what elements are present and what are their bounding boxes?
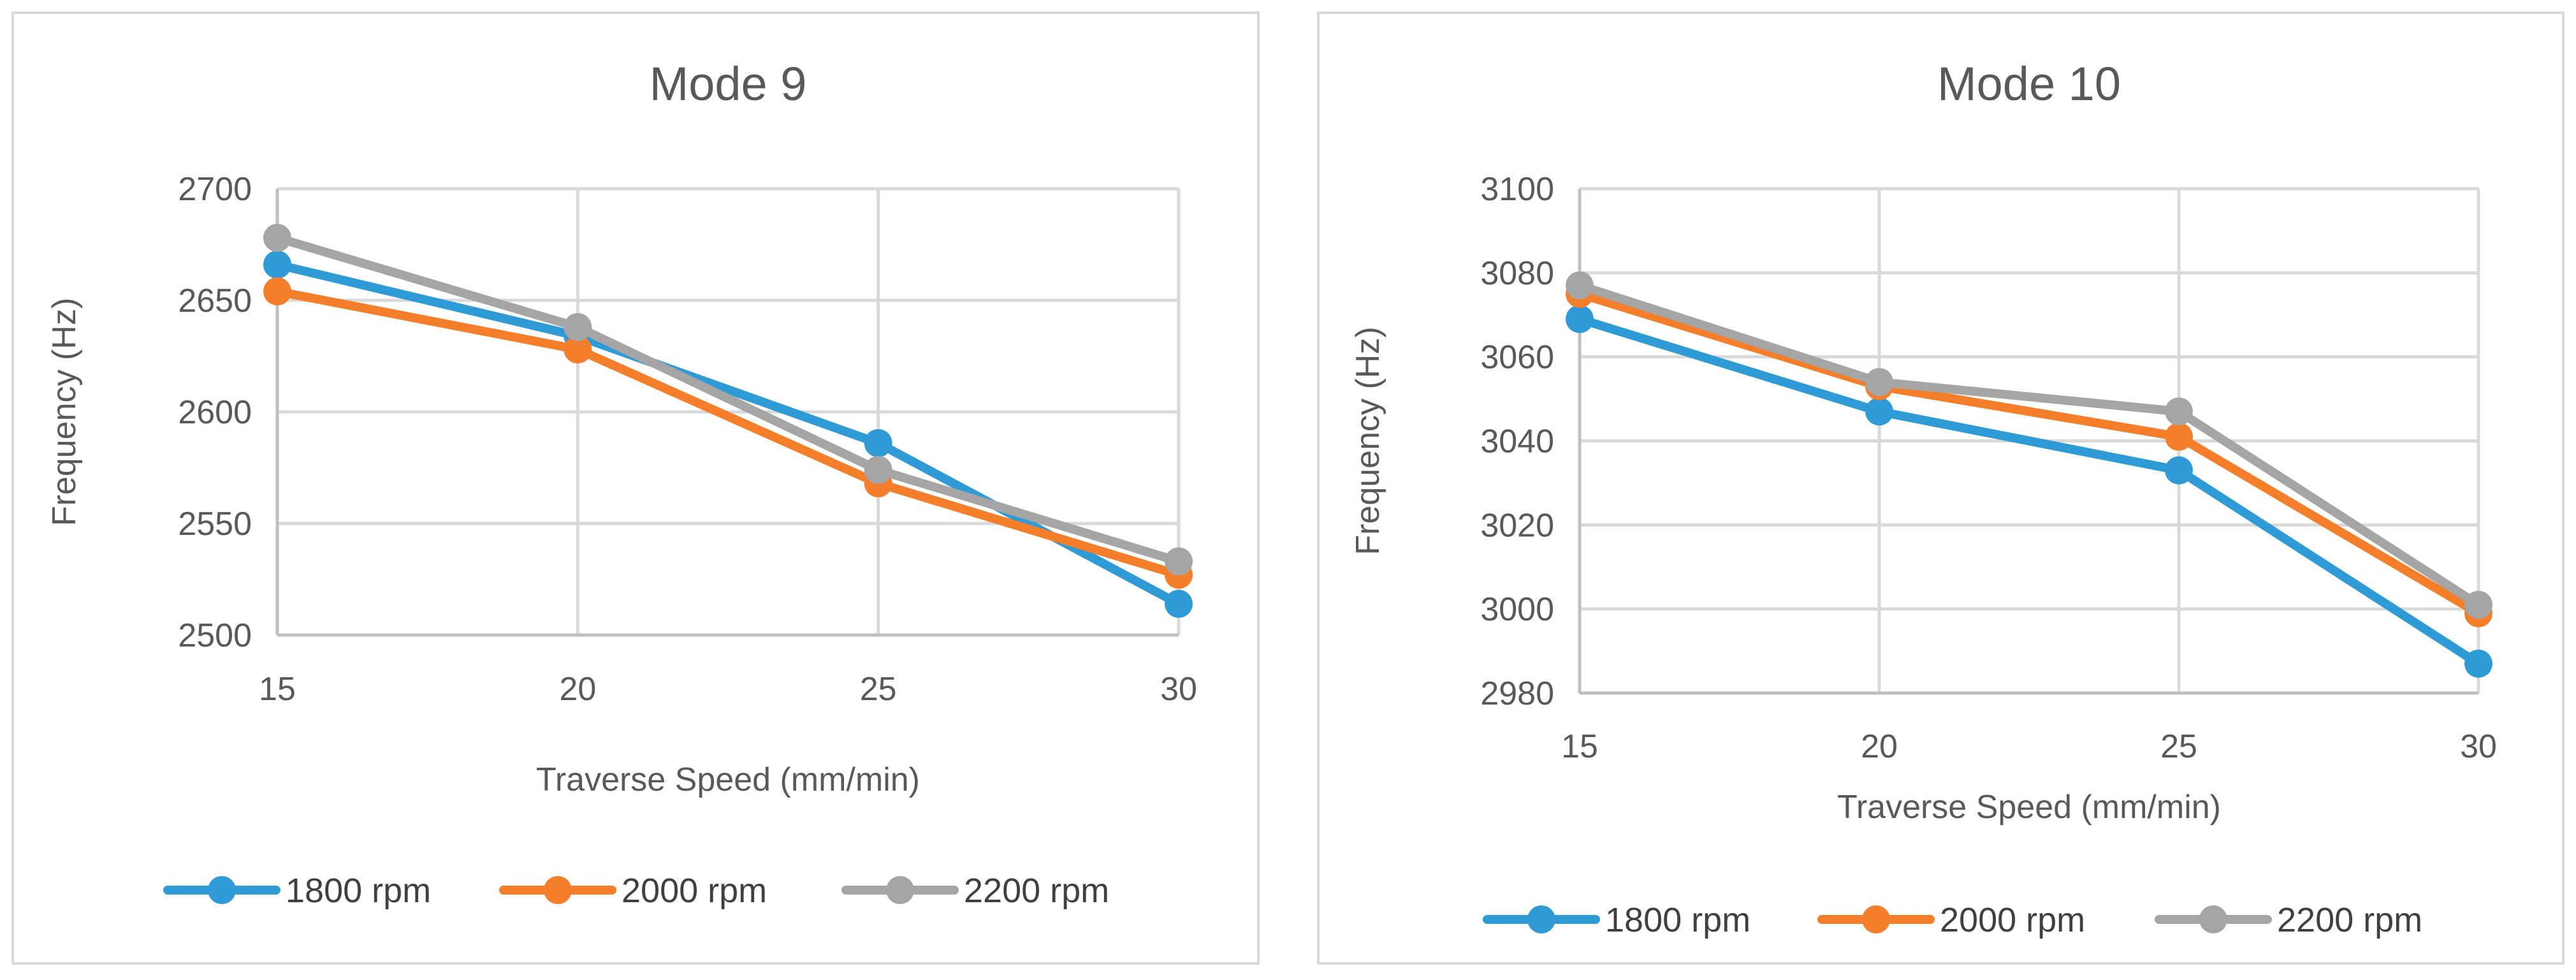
chart-panel-mode-9 xyxy=(11,11,1260,965)
series-line-1800-rpm xyxy=(1575,314,2483,668)
data-point-2200-rpm xyxy=(2464,590,2492,619)
data-point-1800-rpm xyxy=(2464,649,2492,678)
x-tick-label: 30 xyxy=(1160,671,1197,708)
series-line-2200-rpm xyxy=(1575,281,2483,610)
legend-label-1800-rpm: 1800 rpm xyxy=(286,872,431,910)
y-tick-label: 2500 xyxy=(178,617,252,654)
series-line-2000-rpm xyxy=(1575,289,2483,618)
data-point-2000-rpm xyxy=(564,335,592,363)
x-tick-label: 30 xyxy=(2460,728,2497,765)
data-point-1800-rpm xyxy=(864,429,892,457)
legend-swatch-marker-2000-rpm xyxy=(1862,905,1890,933)
data-point-1800-rpm xyxy=(1566,305,1594,333)
legend-label-2200-rpm: 2200 rpm xyxy=(964,872,1109,910)
legend-swatch-marker-2200-rpm xyxy=(886,876,914,904)
x-axis-label: Traverse Speed (mm/min) xyxy=(1837,789,2221,826)
data-point-2200-rpm xyxy=(864,456,892,484)
chart-mode-9: Mode 9 2500 2550 2600 2650 2700 15 20 25 30 Traver… xyxy=(46,57,1197,910)
legend: 1800 rpm 2000 rpm 2200 rpm xyxy=(163,872,1109,910)
data-point-2200-rpm xyxy=(1165,547,1193,576)
y-tick-label: 2700 xyxy=(178,171,252,208)
legend-label-2200-rpm: 2200 rpm xyxy=(2277,901,2422,939)
y-tick-label: 2650 xyxy=(178,282,252,319)
data-point-2200-rpm xyxy=(1566,271,1594,300)
y-tick-label: 2600 xyxy=(178,394,252,431)
data-point-1800-rpm xyxy=(2165,456,2193,485)
legend: 1800 rpm 2000 rpm 2200 rpm xyxy=(1483,901,2422,939)
legend-label-2000-rpm: 2000 rpm xyxy=(622,872,767,910)
legend-label-2000-rpm: 2000 rpm xyxy=(1940,901,2085,939)
chart-title: Mode 10 xyxy=(1937,57,2121,110)
series-line-2000-rpm xyxy=(273,287,1183,580)
y-axis-label: Frequency (Hz) xyxy=(46,298,83,526)
chart-panel-mode-10 xyxy=(1317,11,2565,965)
data-point-2200-rpm xyxy=(2165,397,2193,426)
legend-swatch-marker-2200-rpm xyxy=(2199,905,2227,933)
x-tick-label: 20 xyxy=(559,671,596,708)
y-tick-label: 2550 xyxy=(178,506,252,543)
x-tick-label: 25 xyxy=(2160,728,2197,765)
data-point-2000-rpm xyxy=(2165,422,2193,451)
x-tick-label: 25 xyxy=(860,671,897,708)
y-tick-label: 3100 xyxy=(1480,171,1554,208)
data-point-2200-rpm xyxy=(263,224,291,252)
chart-mode-10: Mode 10 2980 3000 3020 3040 3060 3080 3100 15 20 2… xyxy=(1350,57,2497,939)
legend-swatch-marker-1800-rpm xyxy=(1527,905,1555,933)
y-tick-label: 3020 xyxy=(1480,507,1554,544)
x-tick-label: 20 xyxy=(1861,728,1898,765)
data-point-2000-rpm xyxy=(263,277,291,305)
series-line-1800-rpm xyxy=(273,260,1183,608)
data-point-2200-rpm xyxy=(564,313,592,341)
legend-swatch-marker-1800-rpm xyxy=(208,876,236,904)
series-line-2200-rpm xyxy=(273,233,1183,566)
legend-label-1800-rpm: 1800 rpm xyxy=(1605,901,1750,939)
data-point-1800-rpm xyxy=(1165,590,1193,618)
x-tick-label: 15 xyxy=(259,671,296,708)
y-tick-label: 3000 xyxy=(1480,591,1554,628)
data-point-1800-rpm xyxy=(1865,397,1893,426)
data-point-1800-rpm xyxy=(263,251,291,279)
y-tick-label: 3060 xyxy=(1480,339,1554,376)
legend-swatch-marker-2000-rpm xyxy=(544,876,572,904)
x-axis-label: Traverse Speed (mm/min) xyxy=(536,761,920,798)
x-tick-label: 15 xyxy=(1561,728,1598,765)
chart-title: Mode 9 xyxy=(650,57,807,110)
y-tick-label: 3040 xyxy=(1480,423,1554,460)
y-tick-label: 2980 xyxy=(1480,675,1554,712)
y-axis-label: Frequency (Hz) xyxy=(1350,326,1386,555)
data-point-2200-rpm xyxy=(1865,368,1893,397)
y-tick-label: 3080 xyxy=(1480,255,1554,292)
